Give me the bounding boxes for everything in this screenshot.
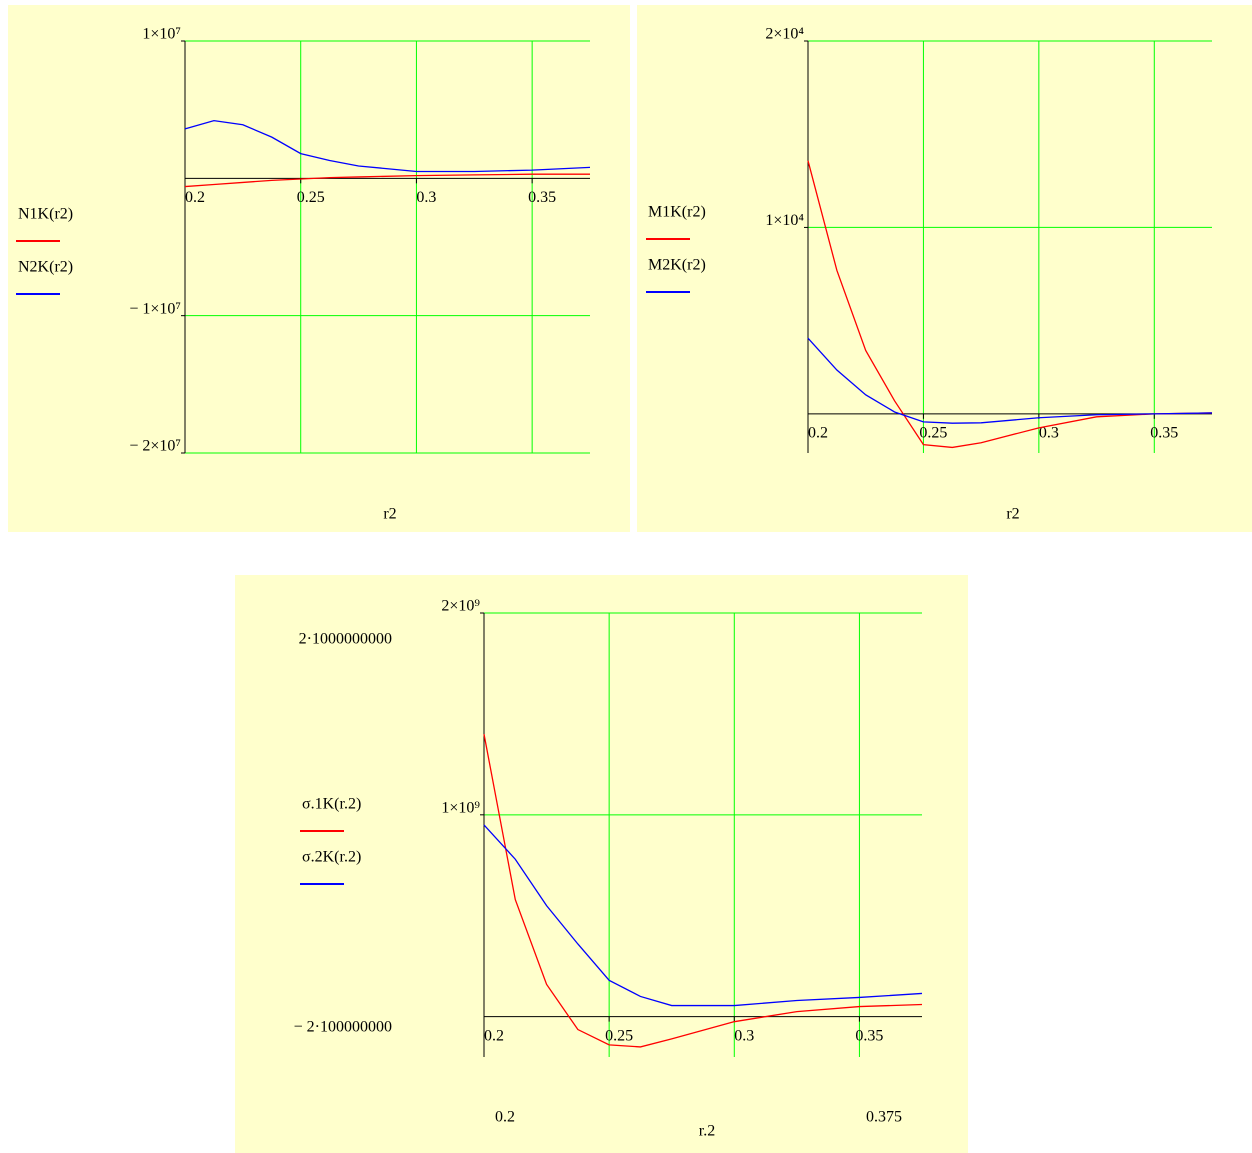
legend-label: M2K(r2) [648, 257, 706, 274]
x-axis-label: r2 [383, 506, 396, 523]
y-limit-label: 2·1000000000 [299, 631, 392, 648]
x-tick-label: 0.25 [297, 189, 325, 206]
series-line [807, 337, 1213, 424]
x-tick-label: 0.25 [919, 425, 947, 442]
y-tick-label: 2×10⁴ [765, 26, 804, 43]
legend-label: σ.2K(r.2) [302, 849, 361, 866]
y-limit-label: − 2·100000000 [294, 1019, 392, 1036]
y-tick-label: − 1×10⁷ [129, 300, 181, 317]
series-line [483, 733, 923, 1048]
legend-label: N2K(r2) [18, 259, 73, 276]
legend-label: M1K(r2) [648, 204, 706, 221]
x-tick-label: 0.35 [1150, 425, 1178, 442]
y-tick-label: 2×10⁹ [441, 598, 480, 615]
series-line [184, 119, 591, 173]
x-axis-label: r2 [1006, 506, 1019, 523]
x-tick-label: 0.2 [808, 425, 828, 442]
series-line [483, 824, 923, 1007]
panel [8, 5, 630, 532]
x-tick-label: 0.25 [605, 1027, 633, 1044]
y-tick-label: − 2×10⁷ [129, 438, 181, 455]
x-limit-label: 0.2 [495, 1109, 515, 1126]
x-axis-label: r.2 [699, 1123, 715, 1140]
x-tick-label: 0.35 [855, 1027, 883, 1044]
legend-label: σ.1K(r.2) [302, 796, 361, 813]
y-tick-label: 1×10⁹ [441, 799, 480, 816]
x-limit-label: 0.375 [866, 1109, 902, 1126]
panel [235, 575, 968, 1153]
series-line [184, 173, 590, 188]
x-tick-label: 0.2 [484, 1027, 504, 1044]
legend-label: N1K(r2) [18, 206, 73, 223]
x-tick-label: 0.2 [185, 189, 205, 206]
x-tick-label: 0.35 [528, 189, 556, 206]
y-tick-label: 1×10⁷ [142, 26, 181, 43]
y-tick-label: 1×10⁴ [765, 212, 804, 229]
x-tick-label: 0.3 [1039, 425, 1059, 442]
x-tick-label: 0.3 [416, 189, 436, 206]
panel [637, 5, 1252, 532]
x-tick-label: 0.3 [734, 1027, 754, 1044]
series-line [807, 160, 1213, 449]
